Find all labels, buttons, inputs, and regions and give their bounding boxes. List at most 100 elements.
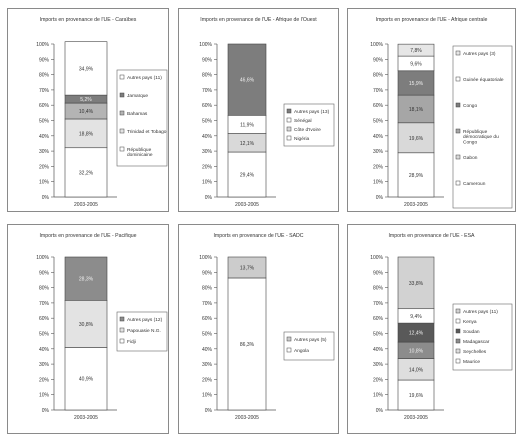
legend-swatch — [455, 180, 461, 186]
data-label: 29,4% — [240, 173, 255, 179]
data-label: 18,1% — [409, 107, 424, 113]
y-tick-label: 40% — [39, 347, 50, 353]
y-tick-label: 60% — [373, 103, 384, 109]
y-tick-label: 90% — [39, 270, 50, 276]
bar-segment-2 — [397, 122, 435, 154]
x-tick-label: 2003-2005 — [74, 202, 98, 208]
legend-box — [283, 331, 335, 361]
legend-swatch — [286, 126, 292, 132]
y-tick-label: 70% — [373, 301, 384, 307]
y-tick-label: 40% — [373, 134, 384, 140]
chart-title: Imports en provenance de l'UE - Afrique … — [376, 17, 488, 23]
y-tick-label: 100% — [199, 42, 212, 48]
chart-title: Imports en provenance de l'UE - Pacifiqu… — [39, 233, 136, 239]
legend-swatch — [455, 50, 461, 56]
y-tick-label: 20% — [373, 377, 384, 383]
y-tick-label: 20% — [39, 377, 50, 383]
y-tick-label: 20% — [39, 164, 50, 170]
legend-label: Autres pays (13) — [294, 109, 330, 115]
legend-swatch — [286, 135, 292, 141]
legend-swatch — [286, 347, 292, 353]
y-tick-label: 80% — [202, 286, 213, 292]
x-tick-label: 2003-2005 — [235, 202, 259, 208]
legend-swatch — [455, 328, 461, 334]
legend-label: Autres pays (5) — [294, 337, 327, 343]
legend-swatch — [455, 154, 461, 160]
y-tick-label: 0% — [205, 408, 213, 414]
y-tick-label: 90% — [202, 57, 213, 63]
y-tick-label: 100% — [199, 255, 212, 261]
y-tick-label: 60% — [373, 316, 384, 322]
data-label: 7,8% — [410, 48, 422, 54]
y-tick-label: 100% — [36, 255, 49, 261]
data-label: 32,2% — [79, 170, 94, 176]
legend-label: Guinée équatoriale — [463, 77, 504, 83]
y-tick-label: 70% — [202, 301, 213, 307]
legend-box — [452, 303, 513, 371]
data-label: 12,4% — [409, 331, 424, 337]
legend-label: Nigéria — [294, 136, 310, 142]
legend-label: Fidji — [127, 339, 136, 345]
data-label: 10,4% — [79, 109, 94, 115]
y-tick-label: 60% — [202, 316, 213, 322]
y-tick-label: 10% — [373, 180, 384, 186]
legend-label: Autres pays (11) — [463, 309, 498, 315]
data-label: 86,3% — [240, 342, 255, 348]
bar-segment-2 — [227, 256, 267, 279]
y-tick-label: 30% — [202, 149, 213, 155]
y-tick-label: 70% — [373, 88, 384, 94]
data-label: 15,9% — [409, 81, 424, 87]
legend-box — [116, 311, 168, 352]
legend-label: Soudan — [463, 329, 480, 335]
y-tick-label: 100% — [370, 255, 383, 261]
data-label: 9,6% — [410, 61, 422, 67]
y-tick-label: 40% — [202, 134, 213, 140]
legend-label: Seychelles — [463, 349, 487, 355]
legend-swatch — [455, 308, 461, 314]
y-tick-label: 90% — [39, 57, 50, 63]
bar-segment-5 — [64, 41, 108, 96]
legend-label: Maurice — [463, 359, 480, 365]
x-tick-label: 2003-2005 — [74, 415, 98, 421]
legend-label: République démocratique du Congo — [463, 129, 499, 146]
y-tick-label: 20% — [373, 164, 384, 170]
legend-swatch — [455, 102, 461, 108]
y-tick-label: 70% — [202, 88, 213, 94]
legend-label: Kenya — [463, 319, 477, 325]
bar-segment-1 — [64, 147, 108, 198]
chart-panel-4: Imports en provenance de l'UE - Pacifiqu… — [7, 224, 169, 434]
y-tick-label: 40% — [373, 347, 384, 353]
y-tick-label: 10% — [373, 393, 384, 399]
data-label: 9,4% — [410, 314, 422, 320]
y-tick-label: 90% — [373, 270, 384, 276]
legend-label: Bahamas — [127, 111, 148, 117]
legend-swatch — [455, 348, 461, 354]
bar-segment-1 — [227, 151, 267, 198]
bar-segment-1 — [397, 379, 435, 411]
legend-swatch — [286, 108, 292, 114]
bar-segment-1 — [227, 277, 267, 411]
bar-segment-4 — [227, 43, 267, 116]
data-label: 34,9% — [79, 66, 94, 72]
chart-panel-1: Imports en provenance de l'UE - Caraïbes… — [7, 8, 169, 212]
bar-segment-2 — [64, 118, 108, 149]
y-tick-label: 0% — [376, 195, 384, 201]
x-tick-label: 2003-2005 — [404, 202, 428, 208]
y-tick-label: 70% — [39, 88, 50, 94]
legend-swatch — [286, 117, 292, 123]
y-tick-label: 50% — [39, 332, 50, 338]
data-label: 28,3% — [79, 277, 94, 283]
legend-swatch — [119, 110, 125, 116]
y-tick-label: 0% — [205, 195, 213, 201]
legend-swatch — [455, 76, 461, 82]
data-label: 33,8% — [409, 281, 424, 287]
y-tick-label: 10% — [39, 393, 50, 399]
legend-swatch — [119, 74, 125, 80]
y-tick-label: 80% — [373, 286, 384, 292]
y-tick-label: 70% — [39, 301, 50, 307]
chart-panel-6: Imports en provenance de l'UE - ESA 0% 10%… — [347, 224, 516, 434]
legend-swatch — [119, 338, 125, 344]
y-tick-label: 40% — [202, 347, 213, 353]
data-label: 18,8% — [79, 131, 94, 137]
data-label: 10,8% — [409, 348, 424, 354]
